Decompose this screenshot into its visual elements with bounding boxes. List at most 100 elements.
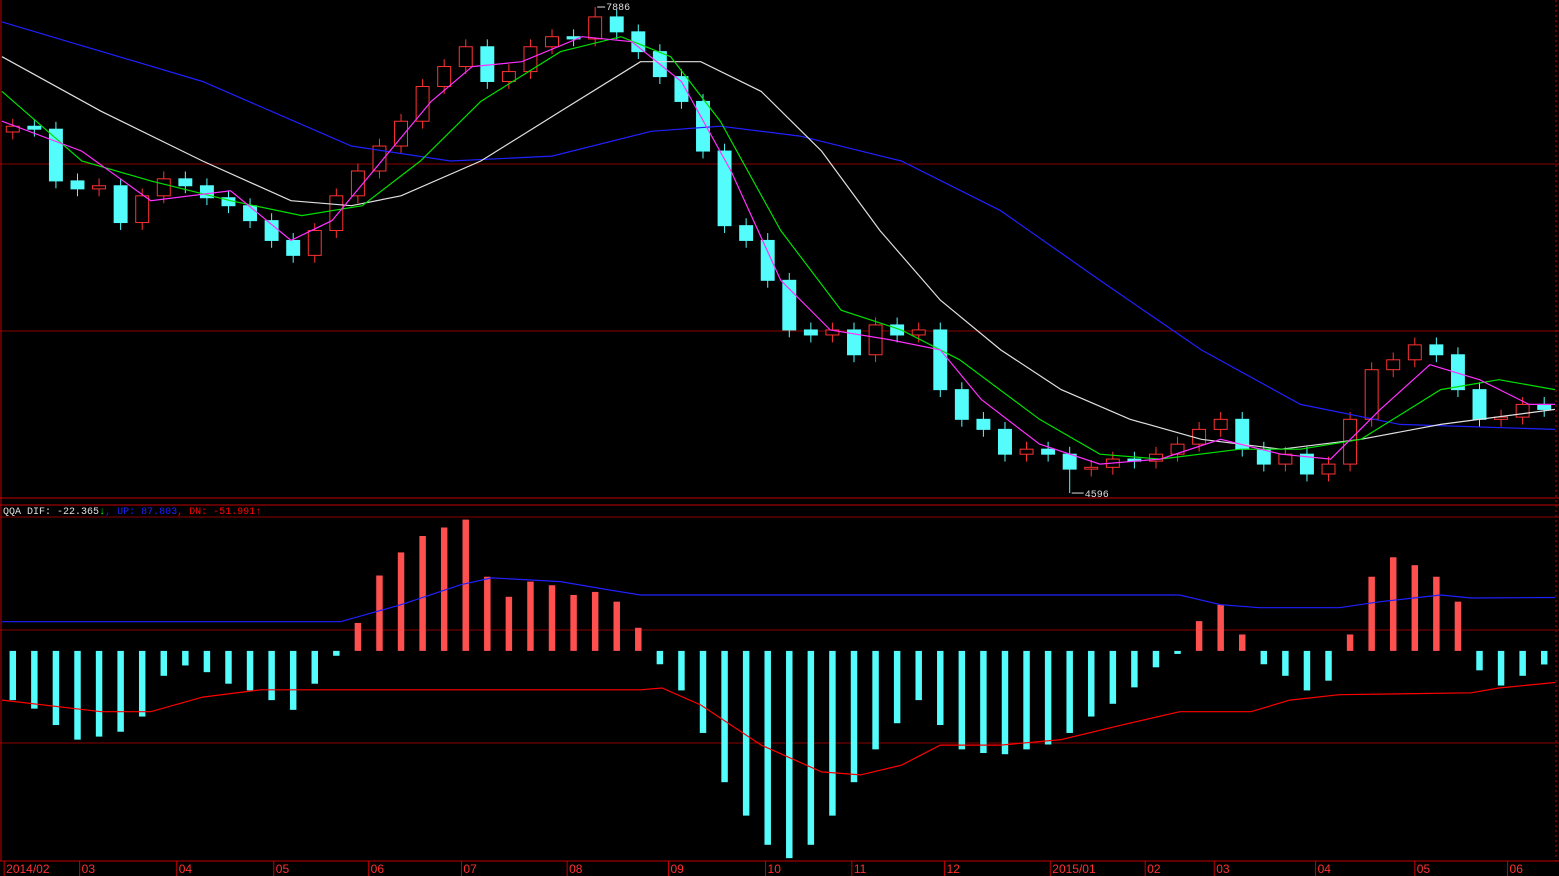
candle-body <box>847 329 861 356</box>
x-tick-label: 07 <box>463 862 477 876</box>
x-tick-label: 05 <box>276 862 290 876</box>
histogram-bar <box>1109 650 1117 704</box>
histogram-bar <box>225 650 232 684</box>
candle-body <box>911 329 926 336</box>
candle-body <box>1407 344 1422 361</box>
line-series <box>2 577 1556 623</box>
candle-body <box>1299 453 1314 475</box>
x-tick-label: 06 <box>1510 862 1524 876</box>
histogram-bar <box>117 650 124 732</box>
candle-body <box>523 46 538 73</box>
indicator-name: QQA <box>3 507 21 518</box>
candle-body <box>199 185 214 199</box>
legend-name: DN: <box>189 507 207 518</box>
histogram-bar <box>1433 576 1440 651</box>
histogram-bar <box>182 650 189 666</box>
histogram-bar <box>635 627 642 651</box>
histogram-bar <box>52 650 60 726</box>
candle-body <box>5 125 20 133</box>
legend-arrow: ↑ <box>255 507 261 518</box>
candle-body <box>329 195 344 232</box>
candle-body <box>437 66 452 87</box>
histogram-bar <box>354 622 362 651</box>
candle-body <box>286 239 301 256</box>
histogram-bar <box>397 552 405 651</box>
candle-body <box>243 205 258 222</box>
candle-body <box>1084 466 1099 470</box>
candle-body <box>1364 369 1379 420</box>
candle-body <box>696 100 710 152</box>
candle-body <box>156 178 171 197</box>
candle-body <box>782 279 797 331</box>
legend-name: DIF: <box>27 507 51 518</box>
histogram-bar <box>95 650 103 737</box>
histogram-bar <box>872 650 879 750</box>
x-tick-label: 12 <box>947 862 961 876</box>
candle-body <box>178 178 193 187</box>
histogram-bar <box>1303 650 1311 691</box>
histogram-bar <box>160 650 168 676</box>
x-tick-label: 11 <box>854 862 867 876</box>
line-series <box>1 21 1556 430</box>
candle-body <box>135 195 150 224</box>
candle-body <box>609 16 624 33</box>
histogram-bar <box>1217 604 1224 651</box>
candle-body <box>372 145 387 172</box>
histogram-bar <box>311 650 318 684</box>
candle-body <box>674 76 689 102</box>
candle-body <box>545 36 559 48</box>
candle-body <box>1429 344 1444 356</box>
candle-body <box>739 225 754 241</box>
candle-body <box>717 150 732 227</box>
candle-body <box>976 418 991 430</box>
histogram-bar <box>613 601 620 651</box>
x-tick-label: 2014/02 <box>6 862 50 876</box>
candle-body <box>70 180 85 190</box>
candle-body <box>1321 463 1336 475</box>
candle-body <box>27 125 42 130</box>
histogram-bar <box>1389 557 1397 651</box>
histogram-bar <box>915 650 922 701</box>
candle-body <box>458 46 473 68</box>
candle-body <box>350 170 365 197</box>
candle-body <box>1515 403 1530 418</box>
legend-value: 87.803 <box>141 507 177 518</box>
histogram-bar <box>74 650 81 740</box>
candle-body <box>92 185 107 190</box>
candle-body <box>588 16 603 40</box>
histogram-bar <box>548 585 556 651</box>
candle-body <box>998 428 1012 455</box>
histogram-bar <box>1540 650 1548 665</box>
histogram-bar <box>893 650 901 724</box>
candle-body <box>803 329 818 336</box>
histogram-bar <box>699 650 707 733</box>
histogram-bar <box>1368 576 1375 651</box>
x-tick-label: 02 <box>1147 862 1161 876</box>
candle-body <box>1494 416 1509 420</box>
histogram-bar <box>462 519 469 651</box>
candle-body <box>394 120 409 147</box>
line-series <box>1 36 1556 460</box>
histogram-bar <box>1346 634 1354 651</box>
histogram-bar <box>31 650 38 709</box>
candle-body <box>760 239 775 281</box>
candle-body <box>415 86 430 122</box>
histogram-bar <box>1519 650 1526 676</box>
x-tick-label: 05 <box>1417 862 1431 876</box>
histogram-bar <box>289 650 297 710</box>
histogram-bar <box>1476 650 1483 671</box>
histogram-bar <box>1260 650 1268 665</box>
x-tick-label: 03 <box>82 862 96 876</box>
histogram-bar <box>1282 650 1289 676</box>
candle-body <box>1386 359 1401 371</box>
histogram-bar <box>958 650 966 750</box>
histogram-bar <box>1454 601 1462 651</box>
histogram-bar <box>484 576 491 651</box>
x-tick-label: 10 <box>768 862 782 876</box>
candle-body <box>1019 448 1034 455</box>
candle-body <box>1041 448 1056 455</box>
histogram-bar <box>333 650 340 656</box>
histogram-bar <box>1497 650 1505 686</box>
